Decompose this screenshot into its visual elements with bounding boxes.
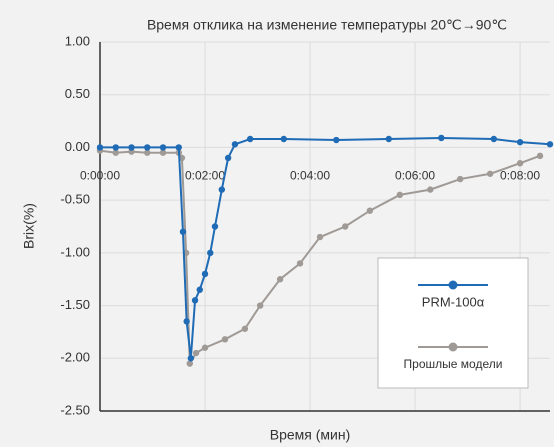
data-point	[438, 134, 445, 142]
y-tick-label: -0.50	[60, 192, 90, 207]
grid: 1.00 0.50 0.00 -0.50 -1.00 -1.50 -2.00 -2.50 0:0…	[60, 33, 550, 417]
y-tick-label: -1.50	[60, 297, 90, 312]
data-point	[427, 186, 434, 193]
data-point	[207, 249, 214, 257]
legend-label: PRM-100α	[422, 294, 485, 309]
legend-marker	[448, 280, 458, 290]
data-point	[333, 136, 340, 144]
data-point	[516, 138, 524, 146]
legend-marker	[448, 342, 458, 352]
data-point	[516, 160, 524, 167]
x-tick-label: 0:02:00	[185, 169, 225, 183]
data-point	[159, 144, 167, 151]
data-point	[112, 144, 119, 151]
data-point	[112, 149, 119, 156]
y-axis-label: Brix(%)	[21, 203, 37, 249]
data-point	[342, 223, 349, 230]
y-tick-label: -1.00	[60, 244, 90, 259]
data-point	[179, 228, 187, 235]
x-axis-label: Время (мин)	[270, 427, 351, 443]
data-point	[486, 170, 494, 177]
data-point	[396, 191, 404, 199]
data-point	[546, 141, 554, 148]
data-point	[231, 141, 239, 148]
y-tick-label: -2.50	[60, 402, 90, 417]
data-point	[175, 144, 182, 151]
data-point	[296, 260, 304, 267]
legend-label: Прошлые модели	[404, 357, 503, 371]
data-point	[256, 302, 264, 309]
data-point	[490, 135, 498, 143]
x-tick-label: 0:08:00	[500, 169, 540, 183]
plot-marks	[96, 134, 554, 367]
data-point	[159, 149, 167, 156]
data-point	[366, 207, 374, 214]
data-point	[211, 223, 219, 230]
data-point	[536, 152, 544, 160]
legend-box	[377, 257, 529, 389]
y-tick-label: 1.00	[65, 33, 90, 48]
data-point	[221, 336, 229, 343]
legend: PRM-100α Прошлые модели	[404, 280, 503, 371]
data-point	[457, 175, 464, 183]
data-point	[224, 154, 232, 162]
data-point	[218, 186, 226, 193]
y-tick-label: 0.50	[65, 86, 90, 101]
data-point	[192, 349, 200, 357]
data-point	[96, 144, 104, 151]
data-point	[196, 286, 203, 293]
data-point	[316, 233, 324, 241]
data-point	[144, 149, 151, 156]
data-point	[201, 344, 209, 351]
data-point	[183, 318, 190, 325]
data-point	[385, 135, 392, 143]
data-point	[144, 144, 151, 151]
data-point	[280, 135, 287, 143]
data-point	[201, 270, 209, 278]
data-point	[191, 297, 199, 304]
data-point	[186, 360, 193, 367]
data-point	[187, 355, 195, 362]
data-point	[128, 144, 135, 151]
y-tick-label: -2.00	[60, 350, 90, 365]
x-tick-label: 0:04:00	[290, 169, 330, 183]
y-tick-label: 0.00	[65, 139, 90, 154]
x-tick-label: 0:06:00	[395, 169, 435, 183]
chart-title: Время отклика на изменение температуры 2…	[147, 17, 507, 33]
data-point	[246, 135, 254, 143]
data-point	[276, 276, 284, 283]
data-point	[241, 325, 249, 332]
